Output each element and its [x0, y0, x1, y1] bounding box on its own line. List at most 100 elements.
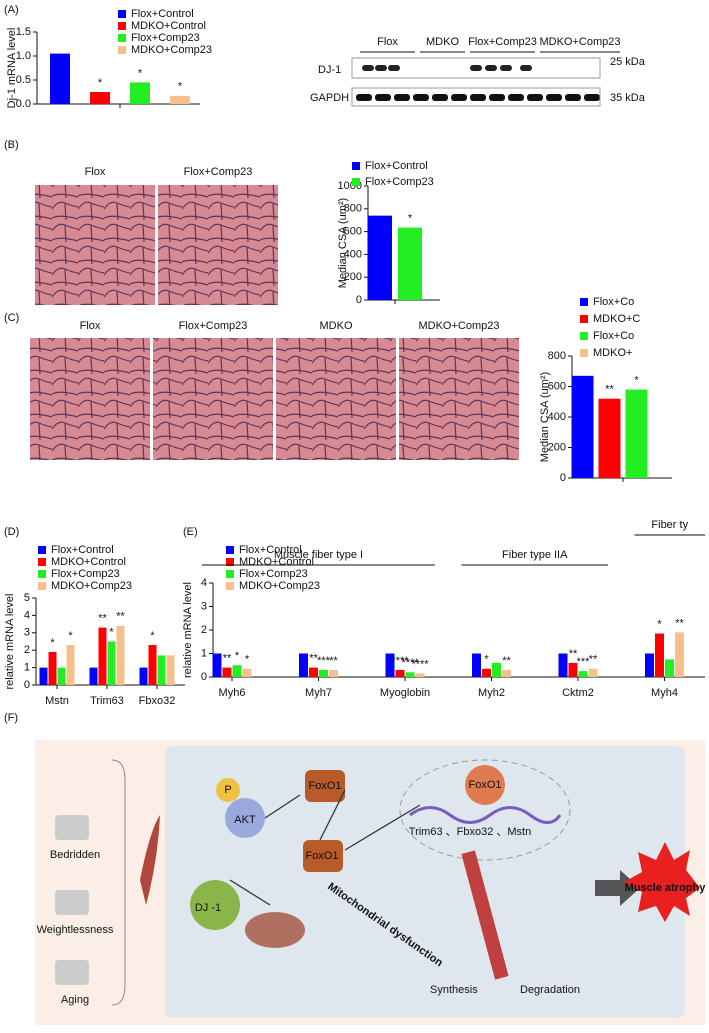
node-label: FoxO1	[305, 850, 338, 862]
significance: ****	[391, 655, 409, 667]
image-label: Flox	[85, 166, 106, 178]
legend-swatch	[226, 570, 234, 578]
significance: ****	[401, 657, 419, 669]
y-tick-label: 0	[560, 472, 566, 484]
bar	[588, 668, 598, 677]
histology-image	[35, 185, 155, 305]
cause-icon	[55, 960, 89, 985]
y-tick-label: 1	[201, 647, 207, 659]
bar	[319, 669, 328, 677]
bar	[625, 389, 648, 478]
bar	[492, 662, 501, 677]
legend-label: MDKO+Control	[51, 556, 126, 568]
cause-label: Weightlessness	[37, 924, 114, 936]
bar	[90, 92, 110, 104]
significance: *	[484, 654, 489, 666]
y-tick-label: 2	[201, 624, 207, 636]
legend-swatch	[226, 582, 234, 590]
y-tick-label: 4	[201, 577, 207, 589]
significance: **	[116, 611, 125, 623]
y-tick-label: 0	[201, 671, 207, 683]
bar	[329, 669, 338, 677]
y-axis-label: relative mRNA level	[182, 582, 194, 678]
x-tick-label: Myoglobin	[380, 687, 430, 699]
x-tick-label: Myh6	[219, 687, 246, 699]
legend-swatch	[580, 349, 588, 357]
blot-band	[500, 65, 512, 71]
gene-label: Trim63 、Fbxo32 、Mstn	[409, 826, 531, 838]
blot-band	[546, 94, 562, 101]
bar	[299, 653, 308, 677]
significance: **	[569, 648, 578, 660]
blot-band	[520, 65, 532, 71]
legend-label: Flox+Control	[365, 160, 428, 172]
group-label: Fiber type IIA	[502, 549, 568, 561]
atrophy-burst	[624, 842, 700, 922]
bar	[242, 668, 252, 677]
cause-label: Bedridden	[50, 849, 100, 861]
blot-band	[388, 65, 400, 71]
blot-band	[508, 94, 524, 101]
histology-image	[153, 338, 273, 460]
bar	[571, 375, 594, 478]
bar	[502, 669, 511, 677]
x-tick-label: Cktm2	[562, 687, 594, 699]
image-label: Flox+Comp23	[184, 166, 253, 178]
y-axis-label: relative mRNA level	[4, 594, 16, 690]
blot-group: Flox+Comp23	[468, 36, 537, 48]
blot-row: DJ-1	[318, 64, 341, 76]
significance: *	[138, 67, 143, 79]
bar	[166, 655, 175, 685]
bar	[130, 82, 150, 104]
histology-image	[399, 338, 519, 460]
y-tick-label: 600	[344, 226, 362, 238]
legend-label: Flox+Comp23	[51, 568, 120, 580]
bar	[170, 95, 190, 104]
nucleus	[399, 759, 571, 861]
blot-band	[451, 94, 467, 101]
dj1-node	[190, 880, 240, 930]
x-tick-label: Trim63	[90, 695, 124, 707]
group-label: Muscle fiber type I	[274, 549, 363, 561]
significance: *	[178, 81, 183, 93]
y-tick-label: 800	[344, 203, 362, 215]
cause-label: Aging	[61, 994, 89, 1006]
bar	[395, 669, 405, 677]
y-tick-label: 0.5	[16, 74, 31, 86]
x-tick-label: Myh4	[651, 687, 678, 699]
bar	[655, 633, 664, 677]
panel-label: (F)	[4, 712, 18, 724]
panel-label: (E)	[183, 526, 198, 538]
image-label: Flox	[80, 320, 101, 332]
significance: *	[150, 630, 155, 642]
histology-image	[276, 338, 396, 460]
image-label: MDKO	[320, 320, 353, 332]
bar	[415, 673, 425, 677]
y-tick-label: 200	[344, 271, 362, 283]
outcome-label: Muscle atrophy	[625, 882, 707, 894]
blot-band	[470, 65, 482, 71]
x-tick-label: Myh7	[305, 687, 332, 699]
y-tick-label: 2	[24, 644, 30, 656]
blot-band	[489, 94, 505, 101]
group-label: Fiber ty	[651, 519, 688, 531]
legend-swatch	[38, 546, 46, 554]
blot-band	[527, 94, 543, 101]
legend-label: MDKO+Comp23	[51, 580, 132, 592]
blot-band	[375, 94, 391, 101]
significance: *	[50, 637, 55, 649]
bar	[107, 641, 116, 685]
legend-swatch	[118, 22, 126, 30]
legend-label: MDKO+Control	[131, 20, 206, 32]
bar	[568, 662, 578, 677]
blot-group: MDKO+Comp23	[539, 36, 620, 48]
node-label: DJ -1	[195, 902, 221, 914]
significance: ****	[411, 658, 429, 670]
panel-label: (C)	[4, 312, 19, 324]
muscle-fiber	[461, 850, 509, 980]
bar	[558, 653, 568, 677]
panel-label: (D)	[4, 526, 19, 538]
bar	[39, 667, 48, 685]
legend-swatch	[38, 558, 46, 566]
significance: *	[235, 650, 240, 662]
